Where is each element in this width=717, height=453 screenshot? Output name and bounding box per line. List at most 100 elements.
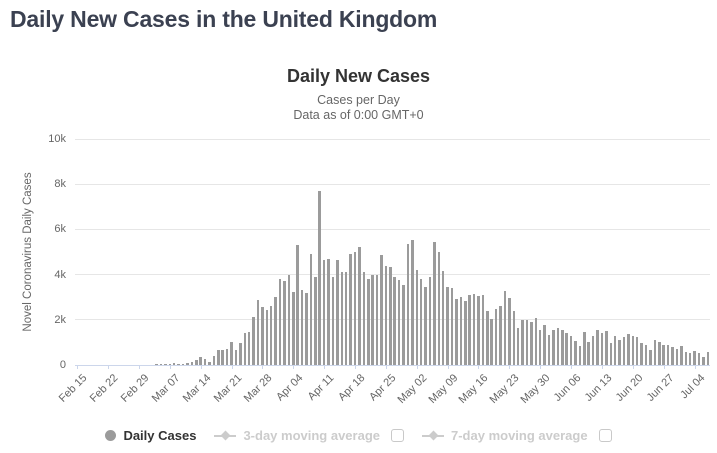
x-tick <box>632 365 634 369</box>
bar <box>397 279 401 365</box>
x-tick <box>355 365 357 369</box>
bar <box>446 287 449 365</box>
bar <box>358 247 361 365</box>
bar <box>322 259 326 365</box>
bar <box>208 361 211 365</box>
bar <box>172 363 176 365</box>
bar <box>415 269 418 365</box>
bar <box>424 287 427 365</box>
bar <box>402 285 405 365</box>
bar <box>305 292 308 365</box>
bar <box>437 252 441 365</box>
bar <box>706 351 710 365</box>
x-tick-label: May 30 <box>518 372 553 406</box>
x-tick <box>540 365 542 369</box>
bar <box>671 346 674 365</box>
bar <box>468 294 471 365</box>
y-tick-label: 2k <box>54 313 66 326</box>
bar <box>217 349 220 365</box>
y-tick-label: 8k <box>54 178 66 191</box>
y-tick-label: 0 <box>59 359 66 371</box>
bar <box>640 343 643 365</box>
bar <box>680 346 683 365</box>
bar <box>455 298 458 365</box>
x-tick <box>601 365 603 369</box>
bar <box>693 350 696 365</box>
page-title: Daily New Cases in the United Kingdom <box>10 6 438 32</box>
moving-average-marker-icon <box>422 430 444 441</box>
x-tick-label: Jun 27 <box>644 372 677 404</box>
bar <box>587 342 590 365</box>
bar <box>512 310 516 365</box>
legend-item-7day-average[interactable]: 7-day moving average <box>422 428 612 443</box>
bar <box>428 277 432 365</box>
bar <box>212 355 216 365</box>
bar <box>375 274 379 365</box>
bar <box>547 334 551 365</box>
bar <box>450 287 454 365</box>
bar <box>583 332 586 365</box>
bar <box>243 332 247 365</box>
x-tick <box>509 365 511 369</box>
bar <box>653 339 657 365</box>
bar <box>464 300 467 365</box>
chart-subtitle-cases-per-day: Cases per Day <box>317 93 400 107</box>
bar <box>274 297 277 365</box>
bar <box>684 351 687 365</box>
bar <box>486 310 489 365</box>
x-tick-label: Mar 28 <box>242 372 275 405</box>
bar <box>477 296 480 365</box>
x-tick-label: Mar 21 <box>211 372 245 405</box>
checkbox-7day-average[interactable] <box>598 429 612 442</box>
bar <box>380 255 383 365</box>
chart-title: Daily New Cases <box>286 66 431 86</box>
bar <box>569 335 573 365</box>
bar <box>411 239 414 365</box>
bar <box>292 291 295 365</box>
bar <box>164 363 167 365</box>
y-axis-title: Novel Coronavirus Daily Cases <box>22 172 34 332</box>
x-tick-label: Feb 15 <box>56 372 90 405</box>
bar <box>239 343 242 365</box>
bar <box>221 350 224 365</box>
bar <box>578 345 582 365</box>
bar <box>261 307 264 365</box>
bar <box>530 322 533 365</box>
bar <box>605 330 608 365</box>
bar <box>349 254 352 365</box>
x-tick <box>108 365 110 369</box>
bar <box>508 298 511 365</box>
bar <box>353 252 357 365</box>
bar <box>336 259 339 365</box>
legend-item-daily-cases[interactable]: Daily Cases <box>105 428 196 443</box>
bar <box>702 356 705 365</box>
x-tick-label: Apr 04 <box>274 372 306 404</box>
bar <box>384 265 388 365</box>
checkbox-3day-average[interactable] <box>391 429 404 442</box>
x-tick-label: Jul 04 <box>677 372 708 402</box>
bar <box>367 279 370 365</box>
bar <box>296 245 299 365</box>
bar <box>521 319 524 365</box>
x-tick <box>77 365 79 369</box>
bar <box>494 309 498 365</box>
bar <box>561 329 564 365</box>
x-tick <box>694 365 696 369</box>
x-tick-label: Mar 07 <box>149 372 183 405</box>
bar <box>344 272 348 365</box>
bar <box>543 324 546 365</box>
x-tick <box>478 365 480 369</box>
bar <box>675 349 679 365</box>
legend-item-3day-average[interactable]: 3-day moving average <box>214 428 404 443</box>
bar <box>499 306 502 365</box>
bar <box>649 350 652 365</box>
bar <box>371 274 374 365</box>
bar <box>552 330 555 365</box>
bar <box>644 345 648 365</box>
bar <box>565 333 568 365</box>
chart-subtitle-data-as-of: Data as of 0:00 GMT+0 <box>293 108 424 122</box>
bar <box>331 276 335 365</box>
x-tick-label: Apr 18 <box>336 372 368 404</box>
x-tick-label: Feb 29 <box>118 372 152 405</box>
x-tick-label: May 02 <box>395 372 430 406</box>
